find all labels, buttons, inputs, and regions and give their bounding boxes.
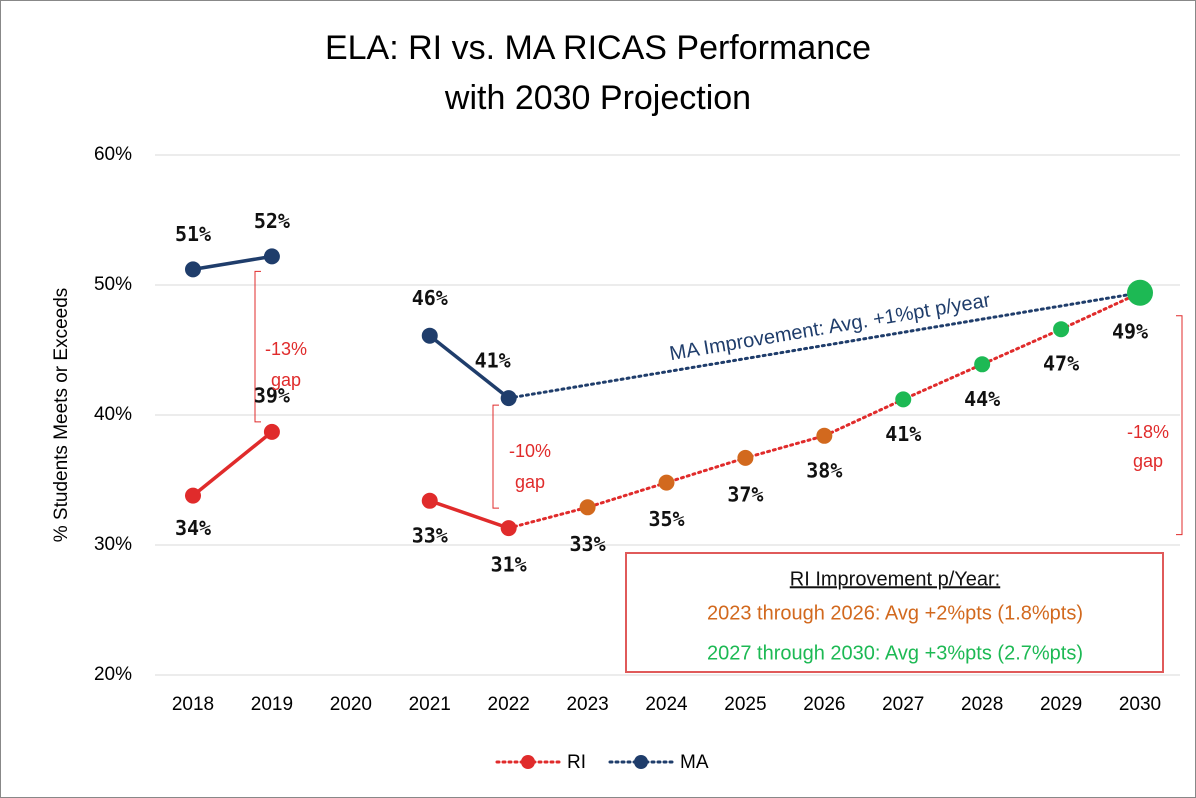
data-point (737, 449, 754, 466)
data-point (500, 390, 517, 407)
data-label: 35% (648, 507, 684, 531)
x-tick-label: 2028 (961, 694, 1003, 715)
info-box-title: RI Improvement p/Year: (790, 568, 1000, 590)
x-tick-label: 2018 (172, 694, 214, 715)
x-tick-label: 2029 (1040, 694, 1082, 715)
data-label: 47% (1043, 352, 1079, 376)
legend-label: MA (680, 752, 709, 773)
gap-bracket (254, 270, 261, 423)
y-tick-label: 60% (94, 144, 132, 165)
y-tick-label: 20% (94, 664, 132, 685)
legend-label: RI (567, 752, 586, 773)
data-point (185, 487, 201, 504)
data-label: 51% (175, 222, 211, 246)
chart-title: ELA: RI vs. MA RICAS Performance (325, 29, 871, 67)
data-point (421, 492, 438, 509)
gap-label: gap (271, 370, 301, 390)
y-axis-label: % Students Meets or Exceeds (51, 288, 72, 543)
gap-bracket (492, 404, 499, 509)
data-label: 33% (412, 523, 448, 547)
data-label: 41% (475, 349, 511, 373)
data-label: 41% (885, 422, 921, 446)
gap-label: gap (515, 472, 545, 492)
gap-label: -18% (1127, 422, 1169, 442)
info-box-line: 2027 through 2030: Avg +3%pts (2.7%pts) (707, 642, 1083, 664)
series-line (191, 430, 274, 497)
series-line (428, 334, 510, 400)
info-box (625, 552, 1164, 673)
gap-label: gap (1133, 451, 1163, 471)
x-tick-label: 2020 (330, 694, 372, 715)
info-box-line: 2023 through 2026: Avg +2%pts (1.8%pts) (707, 602, 1083, 624)
data-label: 49% (1112, 319, 1148, 343)
x-tick-label: 2022 (488, 694, 530, 715)
data-point (263, 248, 280, 265)
data-label: 39% (254, 383, 290, 407)
data-point (816, 427, 833, 444)
gap-bracket (1176, 315, 1183, 536)
chart-title: with 2030 Projection (444, 79, 751, 117)
data-point (263, 423, 280, 440)
data-point (895, 391, 912, 408)
x-tick-label: 2027 (882, 694, 924, 715)
data-point (500, 520, 517, 537)
x-tick-label: 2023 (566, 694, 608, 715)
data-label: 37% (727, 482, 763, 506)
legend-marker (634, 755, 648, 769)
gap-label: -10% (509, 441, 551, 461)
data-point (974, 356, 991, 373)
data-label: 38% (806, 458, 842, 482)
data-point (579, 499, 596, 516)
series-line (429, 499, 510, 530)
data-label: 44% (964, 387, 1000, 411)
data-point (1127, 279, 1153, 306)
data-label: 46% (412, 286, 448, 310)
data-point (185, 261, 201, 278)
data-point (658, 474, 675, 491)
series-line (192, 254, 273, 272)
projection-line (507, 291, 1142, 400)
x-tick-label: 2024 (645, 694, 688, 715)
x-tick-label: 2025 (724, 694, 766, 715)
y-tick-label: 40% (94, 404, 132, 425)
gap-label: -13% (265, 339, 307, 359)
x-tick-label: 2021 (409, 694, 451, 715)
y-tick-label: 50% (94, 274, 132, 295)
data-point (1053, 321, 1070, 338)
y-tick-label: 30% (94, 534, 132, 555)
x-tick-label: 2030 (1119, 694, 1161, 715)
data-label: 34% (175, 516, 211, 540)
data-label: 52% (254, 209, 290, 233)
legend-marker (521, 755, 535, 769)
data-label: 31% (491, 553, 527, 577)
x-tick-label: 2019 (251, 694, 293, 715)
data-label: 33% (570, 532, 606, 556)
data-point (421, 327, 438, 344)
x-tick-label: 2026 (803, 694, 845, 715)
